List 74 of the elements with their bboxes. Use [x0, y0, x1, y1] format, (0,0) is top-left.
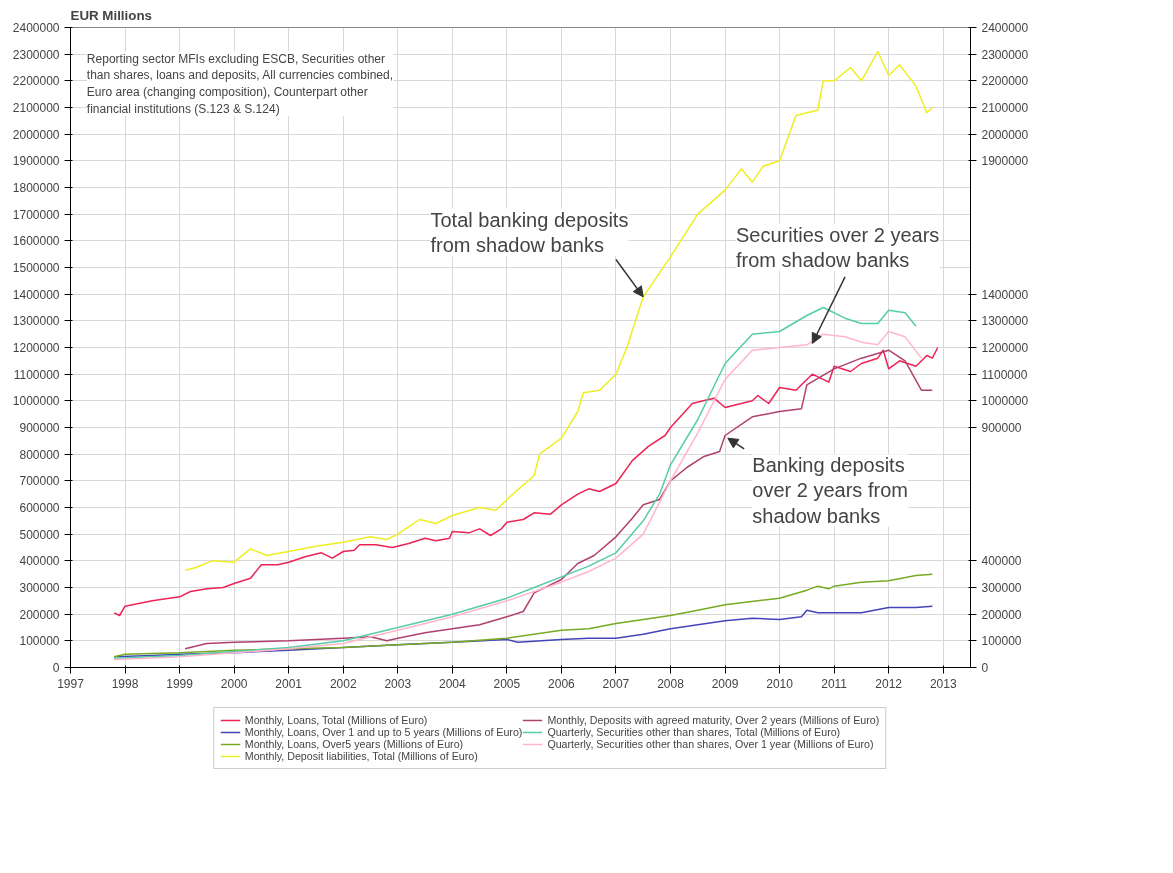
y2-tick-label: 1300000 [981, 314, 1029, 329]
y-tick-label: 300000 [19, 581, 60, 595]
x-tick-label: 2000 [220, 676, 248, 691]
y-tick-label: 800000 [19, 447, 60, 462]
line-series [184, 349, 934, 650]
y2-tick-label: 2300000 [981, 47, 1029, 62]
annotation: Banking deposits over 2 years from shadow banks [752, 454, 908, 527]
y-tick-label: 100000 [19, 634, 60, 649]
y-tick-label: 1900000 [12, 154, 60, 169]
y2-tick-label: 900000 [981, 421, 1022, 435]
y-axis-title: EUR Millions [70, 7, 152, 23]
y-tick-label: 2300000 [12, 47, 60, 62]
legend-label: Monthly, Loans, Over5 years (Millions of Euro) [244, 737, 464, 750]
y2-tick-label: 0 [981, 661, 989, 675]
x-tick-label: 2012 [875, 676, 903, 691]
x-tick-label: 2010 [766, 676, 794, 691]
y-tick-label: 2400000 [12, 21, 60, 35]
y2-tick-label: 1000000 [981, 394, 1029, 409]
y-tick-label: 400000 [19, 554, 60, 569]
x-tick-label: 2002 [329, 676, 357, 691]
y-tick-label: 1500000 [12, 261, 60, 275]
line-series [113, 573, 934, 658]
y2-tick-label: 400000 [981, 554, 1022, 569]
x-tick-label: 1998 [111, 676, 139, 691]
annotation: Total banking deposits from shadow banks [430, 208, 629, 257]
x-tick-label: 2006 [548, 676, 576, 691]
annotation: Reporting sector MFIs excluding ESCB, Securities other than shares, loans and deposits, All currencies combined, Euro area (changing composition), Counterpart other financial institutions (S.123 & S.124) [86, 51, 394, 116]
y2-tick-label: 1400000 [981, 287, 1029, 302]
y-tick-label: 900000 [19, 421, 60, 435]
y-tick-label: 500000 [19, 527, 60, 542]
y2-tick-label: 1100000 [981, 367, 1028, 382]
legend-label: Monthly, Loans, Total (Millions of Euro) [244, 713, 428, 726]
y-tick-label: 2100000 [12, 101, 60, 115]
annotation: Securities over 2 years from shadow banks [735, 223, 940, 271]
x-tick-label: 1997 [57, 676, 85, 691]
y-tick-label: 1300000 [12, 314, 60, 329]
x-tick-label: 2004 [438, 676, 466, 691]
x-tick-label: 1999 [166, 676, 194, 691]
y-tick-label: 200000 [19, 607, 60, 622]
y2-tick-label: 2400000 [981, 21, 1029, 35]
y2-tick-label: 1200000 [981, 341, 1029, 355]
y-tick-label: 1800000 [12, 181, 60, 195]
y2-tick-label: 1900000 [981, 154, 1029, 169]
x-tick-label: 2005 [493, 676, 521, 691]
y-tick-label: 700000 [19, 474, 60, 489]
y2-tick-label: 100000 [981, 634, 1022, 649]
y2-tick-label: 2000000 [981, 127, 1029, 142]
y2-tick-label: 200000 [981, 607, 1022, 622]
legend-label: Monthly, Deposit liabilities, Total (Millions of Euro) [244, 749, 478, 762]
x-tick-label: 2007 [602, 676, 630, 691]
legend-label: Monthly, Deposits with agreed maturity, Over 2 years (Millions of Euro) [547, 713, 880, 726]
y2-tick-label: 2100000 [981, 101, 1029, 115]
y-tick-label: 1600000 [12, 234, 60, 249]
line-series [113, 346, 939, 617]
y-tick-label: 2200000 [12, 74, 60, 89]
y2-tick-label: 2200000 [981, 74, 1029, 89]
x-tick-label: 2009 [711, 676, 739, 691]
legend-label: Monthly, Loans, Over 1 and up to 5 years (Millions of Euro) [244, 725, 523, 738]
y-tick-label: 1400000 [12, 287, 60, 302]
x-tick-label: 2008 [657, 676, 685, 691]
x-tick-label: 2013 [929, 676, 957, 691]
y-tick-label: 1700000 [12, 207, 60, 222]
legend-label: Quarterly, Securities other than shares, Over 1 year (Millions of Euro) [547, 737, 874, 750]
y-tick-label: 600000 [19, 501, 60, 515]
y-tick-label: 1100000 [13, 367, 60, 382]
x-tick-label: 2011 [821, 676, 848, 691]
legend-label: Quarterly, Securities other than shares, Total (Millions of Euro) [547, 725, 841, 738]
y-tick-label: 0 [52, 661, 60, 675]
y-tick-label: 2000000 [12, 127, 60, 142]
y2-tick-label: 300000 [981, 581, 1022, 595]
y-tick-label: 1200000 [12, 341, 60, 355]
y-tick-label: 1000000 [12, 394, 60, 409]
x-tick-label: 2001 [275, 676, 303, 691]
x-tick-label: 2003 [384, 676, 412, 691]
